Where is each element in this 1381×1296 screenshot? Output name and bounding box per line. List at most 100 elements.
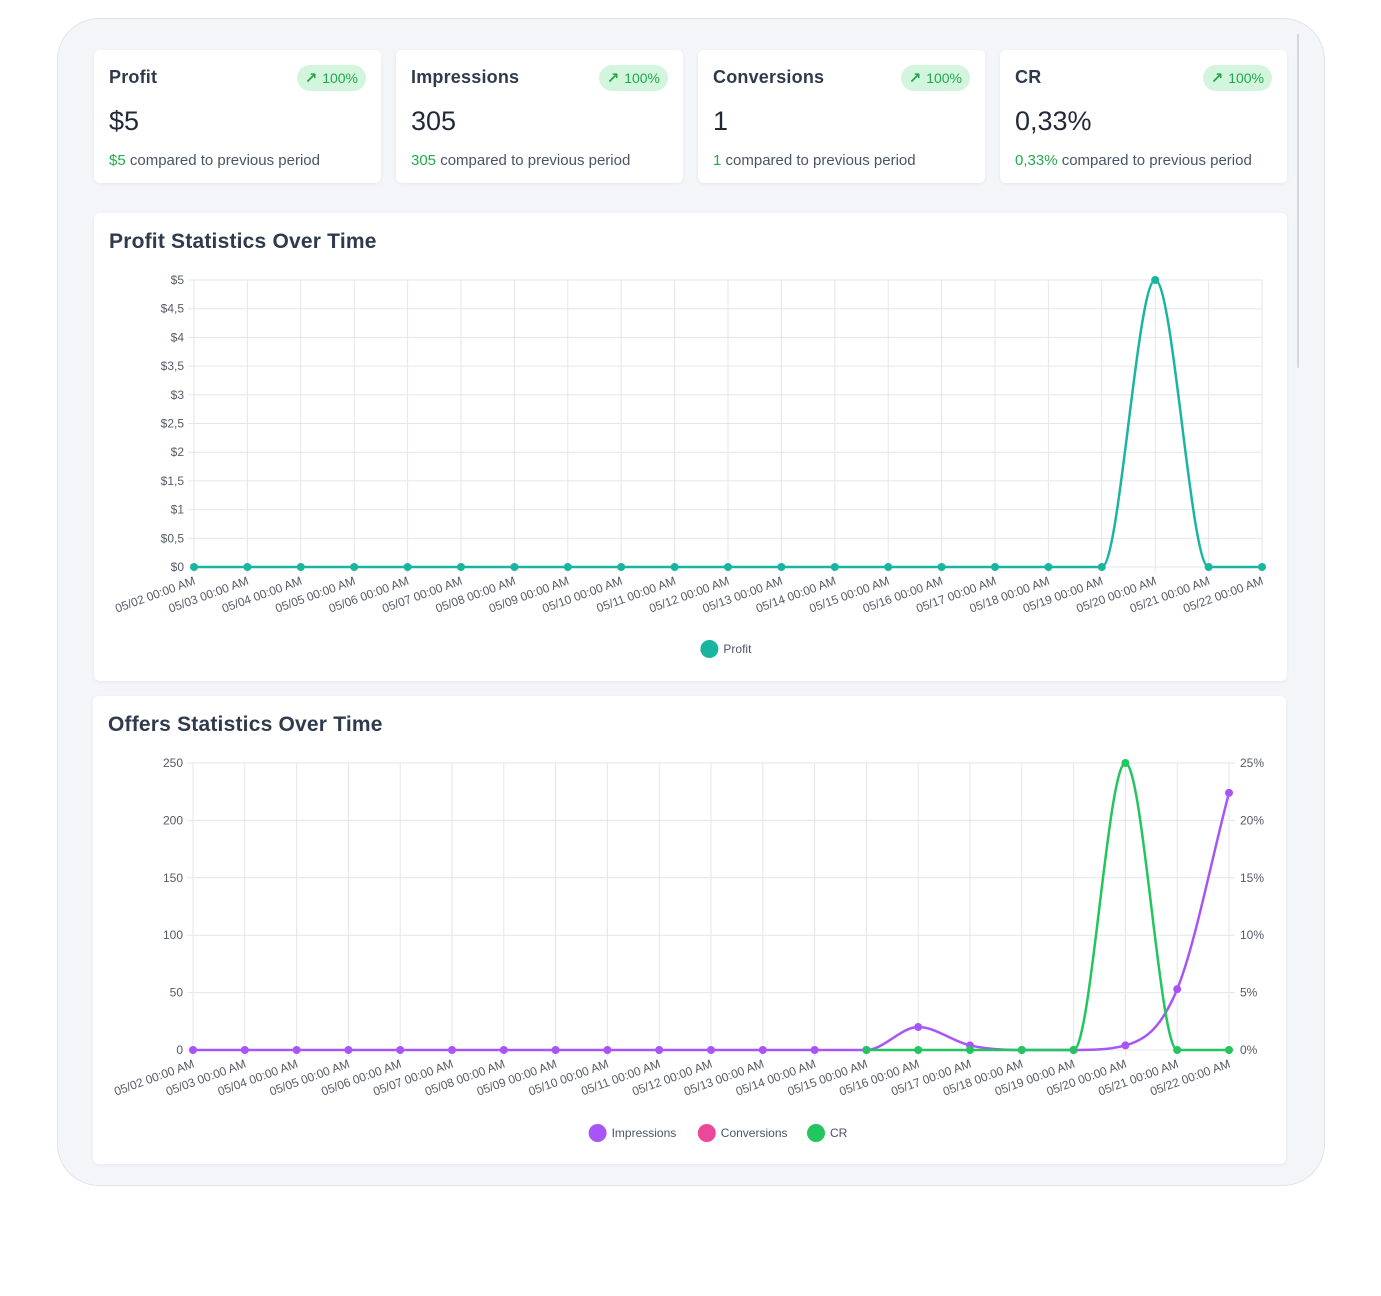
legend-label[interactable]: Impressions (612, 1126, 677, 1140)
series-line-cr (866, 761, 1229, 1052)
data-point-impressions[interactable] (344, 1046, 353, 1054)
data-point-impressions[interactable] (189, 1046, 197, 1054)
data-point-profit[interactable] (350, 563, 359, 571)
data-point-impressions[interactable] (1121, 1041, 1130, 1050)
data-point-cr[interactable] (1225, 1046, 1233, 1054)
data-point-profit[interactable] (190, 563, 198, 571)
chart-title: Offers Statistics Over Time (108, 713, 383, 736)
data-point-profit[interactable] (563, 563, 572, 571)
y2-tick-label: 20% (1240, 813, 1264, 827)
stat-compare-value: 1 (713, 152, 722, 169)
data-point-cr[interactable] (1173, 1046, 1182, 1054)
legend-swatch[interactable] (588, 1124, 607, 1142)
stat-value: 1 (713, 106, 729, 136)
data-point-profit[interactable] (937, 563, 946, 571)
data-point-profit[interactable] (830, 563, 839, 571)
stat-value: 0,33% (1015, 106, 1092, 136)
data-point-cr[interactable] (1069, 1046, 1078, 1054)
data-point-profit[interactable] (1044, 563, 1053, 571)
stat-compare: $5 compared to previous period (109, 152, 320, 169)
data-point-impressions[interactable] (1173, 985, 1182, 994)
legend-label[interactable]: Profit (723, 642, 752, 656)
legend-swatch[interactable] (697, 1124, 716, 1142)
data-point-profit[interactable] (1204, 563, 1213, 571)
data-point-profit[interactable] (243, 563, 252, 571)
data-point-cr[interactable] (862, 1046, 871, 1054)
data-point-profit[interactable] (884, 563, 893, 571)
y-tick-label: $3 (171, 388, 185, 402)
profit-chart-card: Profit Statistics Over Time (94, 213, 1287, 681)
data-point-impressions[interactable] (499, 1046, 508, 1054)
data-point-impressions[interactable] (758, 1046, 767, 1054)
data-point-cr[interactable] (914, 1046, 923, 1054)
stat-compare-value: 305 (411, 152, 437, 169)
y-tick-label: $2,5 (161, 417, 185, 431)
y-tick-label: 50 (170, 986, 184, 1000)
y-tick-label: 250 (163, 756, 183, 770)
data-point-cr[interactable] (966, 1046, 974, 1054)
data-point-profit[interactable] (1097, 563, 1106, 571)
stat-compare: 1 compared to previous period (713, 152, 916, 169)
data-point-cr[interactable] (1121, 759, 1130, 767)
y-tick-label: 100 (163, 928, 183, 942)
legend-label[interactable]: CR (830, 1126, 848, 1140)
data-point-impressions[interactable] (603, 1046, 612, 1054)
data-point-impressions[interactable] (1225, 788, 1233, 797)
legend-label[interactable]: Conversions (721, 1126, 788, 1140)
y2-tick-label: 0% (1240, 1043, 1258, 1057)
data-point-profit[interactable] (403, 563, 412, 571)
data-point-profit[interactable] (991, 563, 999, 571)
data-point-impressions[interactable] (396, 1046, 405, 1054)
data-point-profit[interactable] (777, 563, 786, 571)
trend-badge: ↗ 100% (1202, 65, 1272, 91)
data-point-impressions[interactable] (707, 1046, 715, 1054)
stat-value: 305 (411, 106, 457, 136)
arrow-up-right-icon: ↗ (1210, 70, 1224, 87)
chart-title: Profit Statistics Over Time (109, 230, 377, 253)
stat-card-conversions: Conversions ↗ 100% 1 1 compared to previo… (698, 50, 985, 183)
y-tick-label: 150 (163, 871, 183, 885)
data-point-impressions[interactable] (655, 1046, 664, 1054)
stat-compare-label: compared to previous period (721, 152, 916, 169)
data-point-cr[interactable] (1017, 1046, 1026, 1054)
scrollbar-thumb[interactable] (1297, 34, 1299, 368)
data-point-profit[interactable] (617, 563, 626, 571)
data-point-impressions[interactable] (810, 1046, 819, 1054)
trend-badge: ↗ 100% (296, 65, 366, 91)
y-tick-label: $0 (171, 560, 185, 574)
data-point-profit[interactable] (670, 563, 679, 571)
arrow-up-right-icon: ↗ (304, 70, 318, 87)
data-point-impressions[interactable] (551, 1046, 560, 1054)
data-point-profit[interactable] (724, 563, 732, 571)
y-tick-label: $5 (171, 273, 185, 287)
offers-chart-card: Offers Statistics Over Time (93, 696, 1286, 1164)
y-tick-label: $0,5 (161, 531, 185, 545)
trend-badge: ↗ 100% (900, 65, 970, 91)
data-point-profit[interactable] (296, 563, 305, 571)
legend-swatch[interactable] (700, 640, 719, 658)
data-point-profit[interactable] (1151, 276, 1160, 284)
y2-tick-label: 15% (1240, 871, 1264, 885)
trend-badge-label: 100% (322, 70, 358, 86)
legend-swatch[interactable] (807, 1124, 825, 1142)
arrow-up-right-icon: ↗ (908, 70, 922, 87)
data-point-profit[interactable] (457, 563, 465, 571)
y-tick-label: 0 (176, 1043, 183, 1057)
trend-badge-label: 100% (926, 70, 962, 86)
trend-badge-label: 100% (624, 70, 660, 86)
data-point-impressions[interactable] (292, 1046, 301, 1054)
data-point-impressions[interactable] (914, 1023, 923, 1032)
trend-badge-label: 100% (1228, 70, 1264, 86)
y2-tick-label: 10% (1240, 928, 1264, 942)
y-tick-label: 200 (163, 813, 183, 827)
data-point-profit[interactable] (1258, 563, 1266, 571)
data-point-profit[interactable] (510, 563, 519, 571)
y-tick-label: $4 (171, 330, 185, 344)
data-point-impressions[interactable] (448, 1046, 456, 1054)
stat-value: $5 (109, 106, 140, 136)
stat-card-cr: CR ↗ 100% 0,33% 0,33% compared to previou… (1000, 50, 1287, 183)
y-tick-label: $2 (171, 445, 185, 459)
data-point-impressions[interactable] (240, 1046, 249, 1054)
